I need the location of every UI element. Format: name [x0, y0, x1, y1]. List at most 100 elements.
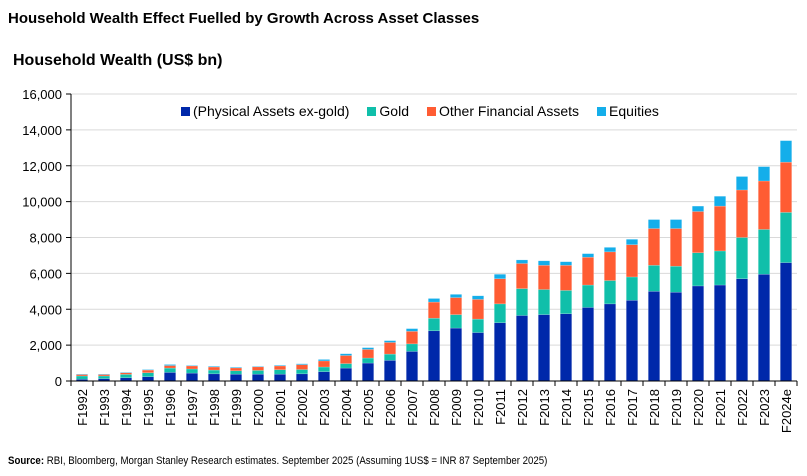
bar-segment-gold — [384, 353, 396, 361]
bar-segment-gold — [296, 369, 308, 375]
bar-segment-equities — [296, 363, 308, 365]
x-tick-label: F2015 — [581, 389, 596, 426]
bar-segment-equities — [758, 166, 770, 182]
bar-stack — [648, 219, 660, 382]
bar-stack — [340, 353, 352, 382]
x-tick-label: F2009 — [449, 389, 464, 426]
bar-segment-physical — [494, 322, 506, 382]
bar-stack — [560, 261, 572, 382]
bar-segment-equities — [670, 219, 682, 229]
legend-label: Other Financial Assets — [438, 103, 580, 119]
bar-segment-other-financial — [384, 342, 396, 355]
bar-segment-physical — [472, 332, 484, 382]
bar-segment-physical — [538, 314, 550, 382]
figure-title: Household Wealth Effect Fuelled by Growt… — [8, 10, 480, 27]
x-tick-label: F2004 — [339, 389, 354, 426]
bar-segment-gold — [164, 367, 176, 373]
bar-segment-equities — [164, 364, 176, 366]
bar-segment-gold — [230, 370, 242, 375]
y-tick-label: 2,000 — [29, 338, 62, 353]
bar-stack — [692, 205, 704, 382]
legend-swatch — [597, 106, 607, 116]
bar-segment-gold — [274, 369, 286, 375]
bar-segment-equities — [692, 205, 704, 212]
x-tick-label: F1995 — [141, 389, 156, 426]
bar-stack — [142, 369, 154, 382]
bar-stack — [516, 259, 528, 382]
bar-segment-other-financial — [538, 265, 550, 290]
bar-stack — [626, 239, 638, 382]
bar-segment-equities — [274, 364, 286, 367]
bar-stack — [472, 295, 484, 382]
bar-segment-gold — [98, 375, 110, 379]
bar-stack — [714, 195, 726, 382]
x-tick-label: F2022 — [735, 389, 750, 426]
bar-segment-physical — [604, 303, 616, 382]
bar-stack — [758, 166, 770, 382]
bar-segment-gold — [186, 368, 198, 374]
x-tick-label: F2008 — [427, 389, 442, 426]
x-tick-label: F1999 — [229, 389, 244, 426]
x-tick-label: F2021 — [713, 389, 728, 426]
bar-segment-other-financial — [230, 367, 242, 372]
bar-segment-other-financial — [626, 244, 638, 278]
bar-stack — [604, 247, 616, 382]
bar-segment-equities — [318, 359, 330, 362]
y-tick-label: 6,000 — [29, 266, 62, 281]
bar-segment-physical — [230, 373, 242, 382]
source-text: RBI, Bloomberg, Morgan Stanley Research … — [44, 455, 548, 467]
bar-segment-gold — [340, 363, 352, 369]
bar-segment-gold — [76, 375, 88, 380]
bar-segment-physical — [318, 371, 330, 382]
bar-stack — [406, 328, 418, 382]
bar-segment-equities — [780, 140, 792, 163]
bar-stack — [780, 140, 792, 382]
bar-stack — [318, 359, 330, 382]
bar-segment-equities — [208, 366, 220, 368]
bar-segment-equities — [120, 371, 132, 373]
bar-segment-other-financial — [362, 349, 374, 359]
bar-segment-other-financial — [98, 374, 110, 377]
bar-segment-other-financial — [472, 299, 484, 320]
x-tick-label: F2010 — [471, 389, 486, 426]
bar-segment-gold — [120, 374, 132, 379]
legend-label: Gold — [379, 103, 409, 119]
y-tick-label: 4,000 — [29, 302, 62, 317]
bar-segment-other-financial — [736, 189, 748, 238]
x-tick-label: F2007 — [405, 389, 420, 426]
legend-label: (Physical Assets ex-gold) — [193, 103, 350, 119]
bar-segment-equities — [494, 274, 506, 280]
bar-segment-equities — [626, 239, 638, 245]
bar-segment-physical — [384, 360, 396, 382]
bar-stack — [208, 366, 220, 382]
x-tick-label: F2023 — [757, 389, 772, 426]
chart-title: Household Wealth (US$ bn) — [13, 52, 223, 69]
bar-segment-gold — [604, 280, 616, 305]
x-tick-label: F2003 — [317, 389, 332, 426]
bar-segment-equities — [516, 259, 528, 264]
legend-item-other-financial: Other Financial Assets — [426, 103, 580, 119]
legend-item-equities: Equities — [597, 103, 659, 119]
x-tick-label: F2017 — [625, 389, 640, 426]
x-tick-label: F2020 — [691, 389, 706, 426]
bar-segment-gold — [450, 314, 462, 329]
bar-segment-other-financial — [758, 180, 770, 230]
bar-segment-gold — [692, 252, 704, 287]
bar-stack — [252, 366, 264, 382]
bar-segment-physical — [252, 373, 264, 382]
bar-stack — [164, 364, 176, 382]
bar-segment-physical — [186, 372, 198, 382]
bar-segment-gold — [428, 317, 440, 332]
bar-segment-equities — [186, 365, 198, 367]
bar-segment-other-financial — [428, 301, 440, 319]
bar-segment-equities — [406, 328, 418, 332]
bar-stack — [274, 364, 286, 382]
x-tick-label: F2024e — [779, 389, 794, 433]
bar-stack — [76, 373, 88, 382]
bar-segment-gold — [538, 289, 550, 315]
bar-segment-other-financial — [516, 263, 528, 289]
bar-segment-physical — [296, 373, 308, 382]
bar-segment-physical — [450, 327, 462, 382]
bar-segment-equities — [98, 373, 110, 375]
